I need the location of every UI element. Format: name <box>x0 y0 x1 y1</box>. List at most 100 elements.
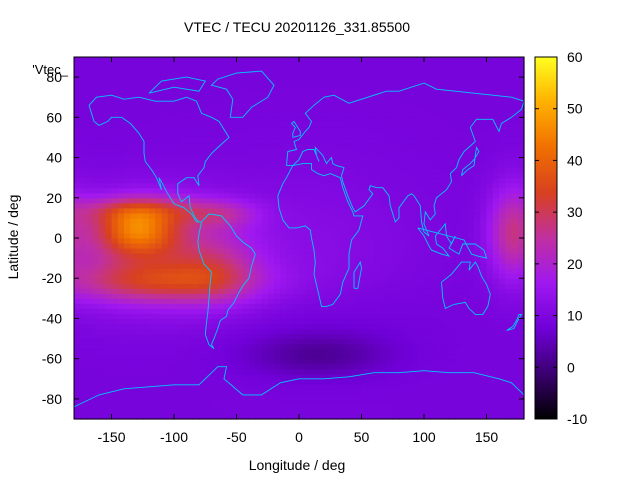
heat-cell <box>136 167 144 174</box>
heat-cell <box>424 378 431 385</box>
heat-cell <box>205 212 213 219</box>
heat-cell <box>342 87 350 93</box>
heat-cell <box>192 283 200 289</box>
heat-cell <box>449 293 456 299</box>
heat-cell <box>136 142 144 149</box>
heat-cell <box>267 298 275 304</box>
heat-cell <box>311 87 319 93</box>
heat-cell <box>242 202 250 209</box>
heat-cell <box>86 388 94 395</box>
heat-cell <box>99 227 106 234</box>
heat-cell <box>361 172 369 179</box>
heat-cell <box>292 182 300 189</box>
heat-cell <box>392 343 400 350</box>
heat-cell <box>305 353 313 360</box>
heat-cell <box>255 333 263 340</box>
heat-cell <box>286 248 294 254</box>
heat-cell <box>480 278 488 284</box>
heat-cell <box>299 57 306 63</box>
heat-cell <box>255 157 263 164</box>
heat-cell <box>274 398 281 405</box>
heat-cell <box>267 77 275 83</box>
heat-cell <box>211 313 219 320</box>
heat-cell <box>480 303 488 309</box>
heat-cell <box>330 403 338 410</box>
heat-cell <box>274 303 281 309</box>
heat-cell <box>105 82 113 88</box>
heat-cell <box>442 182 450 189</box>
heat-cell <box>392 157 400 164</box>
heat-cell <box>161 338 169 345</box>
heat-cell <box>105 92 113 98</box>
heat-cell <box>255 413 263 420</box>
heat-cell <box>186 142 194 149</box>
heat-cell <box>317 137 325 144</box>
heat-cell <box>180 112 188 118</box>
heat-cell <box>149 77 156 83</box>
heat-cell <box>342 273 350 279</box>
heat-cell <box>380 353 388 360</box>
heat-cell <box>336 273 344 279</box>
heat-cell <box>424 67 431 73</box>
heat-cell <box>280 283 288 289</box>
heat-cell <box>492 338 500 345</box>
heat-cell <box>417 323 425 330</box>
heat-cell <box>230 273 238 279</box>
heat-cell <box>117 413 125 420</box>
heat-cell <box>267 72 275 78</box>
heat-cell <box>336 102 344 108</box>
heat-cell <box>299 258 306 264</box>
heat-cell <box>117 112 125 118</box>
heat-cell <box>236 408 244 415</box>
heat-cell <box>199 278 206 284</box>
heat-cell <box>124 253 131 259</box>
heat-cell <box>449 358 456 365</box>
heat-cell <box>399 333 406 340</box>
heat-cell <box>199 288 206 294</box>
heat-cell <box>105 303 113 309</box>
heat-cell <box>405 303 413 309</box>
heat-cell <box>186 243 194 249</box>
heat-cell <box>380 227 388 234</box>
heat-cell <box>99 137 106 144</box>
heat-cell <box>86 142 94 149</box>
heat-cell <box>461 308 469 315</box>
heat-cell <box>355 313 363 320</box>
heat-cell <box>492 227 500 234</box>
heat-cell <box>117 97 125 103</box>
heat-cell <box>499 117 506 123</box>
heat-cell <box>336 398 344 405</box>
heat-cell <box>499 328 506 335</box>
heat-cell <box>111 273 119 279</box>
heat-cell <box>424 288 431 294</box>
heat-cell <box>380 323 388 330</box>
heat-cell <box>136 182 144 189</box>
heat-cell <box>149 343 156 350</box>
heat-cell <box>217 358 225 365</box>
heat-cell <box>255 122 263 128</box>
heat-cell <box>167 383 175 390</box>
heat-cell <box>74 182 81 189</box>
heat-cell <box>461 137 469 144</box>
heat-cell <box>361 232 369 239</box>
heat-cell <box>367 263 375 269</box>
heat-cell <box>105 358 113 365</box>
heat-cell <box>161 398 169 405</box>
heat-cell <box>399 177 406 184</box>
heat-cell <box>492 383 500 390</box>
heat-cell <box>180 72 188 78</box>
heat-cell <box>180 232 188 239</box>
heat-cell <box>267 147 275 154</box>
heat-cell <box>349 97 356 103</box>
heat-cell <box>86 308 94 315</box>
heat-cell <box>92 283 100 289</box>
heat-cell <box>330 383 338 390</box>
heat-cell <box>224 162 231 169</box>
heat-cell <box>505 303 513 309</box>
heat-cell <box>292 368 300 375</box>
heat-cell <box>92 227 100 234</box>
heat-cell <box>261 248 269 254</box>
heat-cell <box>355 243 363 249</box>
heat-cell <box>80 343 88 350</box>
heat-cell <box>299 167 306 174</box>
